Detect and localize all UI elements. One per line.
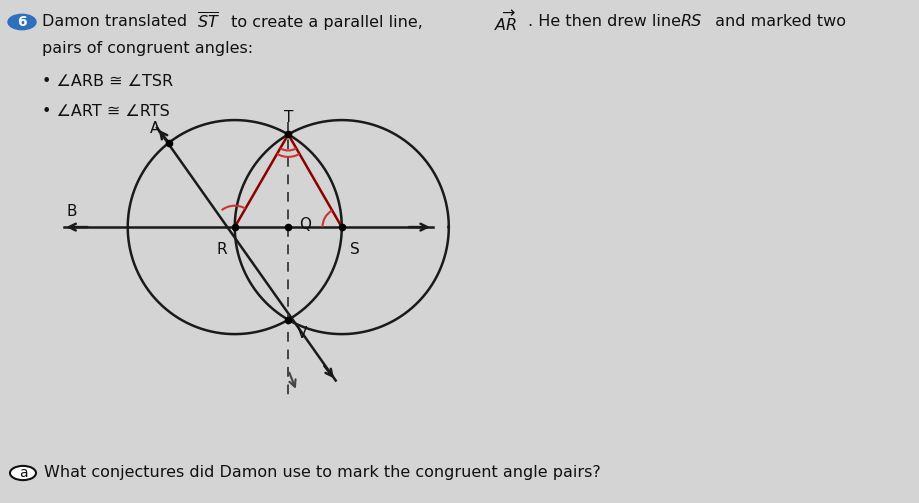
Circle shape — [10, 466, 36, 480]
Text: pairs of congruent angles:: pairs of congruent angles: — [42, 41, 253, 55]
Text: a: a — [18, 466, 28, 480]
Text: $\overrightarrow{AR}$: $\overrightarrow{AR}$ — [494, 10, 517, 34]
Text: $\overline{ST}$: $\overline{ST}$ — [197, 12, 220, 32]
Text: 6: 6 — [17, 15, 27, 29]
Text: . He then drew line: . He then drew line — [528, 15, 686, 30]
Text: V: V — [297, 326, 307, 341]
Text: • ∠ART ≅ ∠RTS: • ∠ART ≅ ∠RTS — [42, 105, 170, 120]
Text: RS: RS — [681, 15, 702, 30]
Text: A: A — [150, 121, 160, 136]
Text: Damon translated: Damon translated — [42, 15, 192, 30]
Text: R: R — [217, 242, 227, 257]
Text: T: T — [284, 110, 293, 125]
Text: S: S — [350, 242, 359, 257]
Text: and marked two: and marked two — [710, 15, 846, 30]
Text: to create a parallel line,: to create a parallel line, — [226, 15, 428, 30]
Text: What conjectures did Damon use to mark the congruent angle pairs?: What conjectures did Damon use to mark t… — [44, 465, 601, 480]
Text: Q: Q — [299, 217, 311, 232]
Text: • ∠ARB ≅ ∠TSR: • ∠ARB ≅ ∠TSR — [42, 74, 173, 90]
Text: B: B — [67, 204, 77, 218]
Circle shape — [8, 15, 36, 30]
